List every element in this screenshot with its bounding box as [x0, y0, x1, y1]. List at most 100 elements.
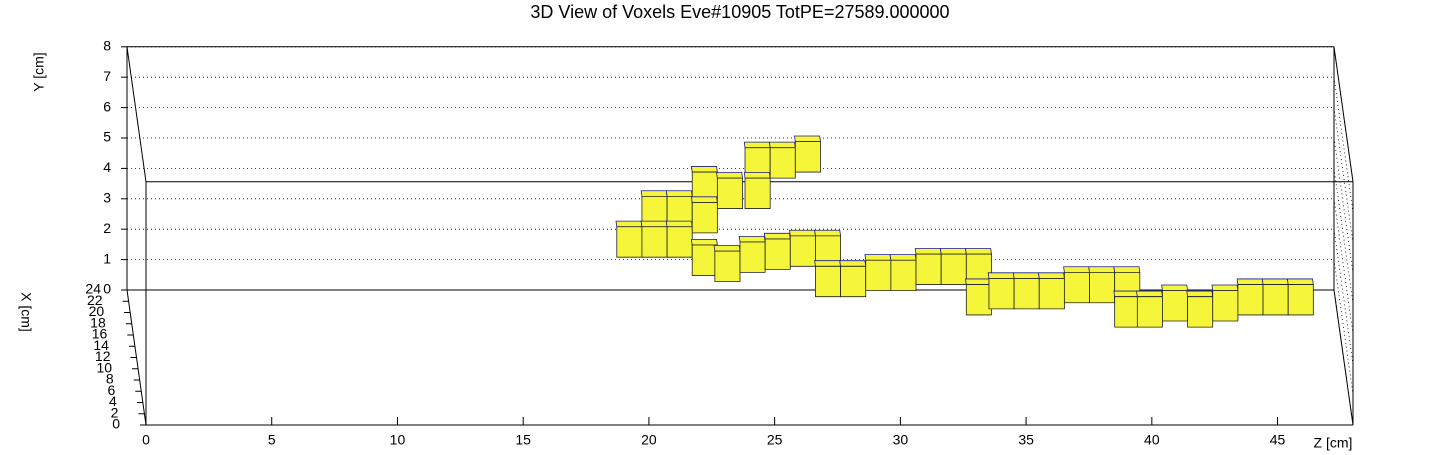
x-tick-label: 10	[97, 359, 113, 375]
voxel-top	[690, 238, 718, 246]
voxel-top	[1161, 284, 1189, 292]
grid-line	[1333, 259, 1354, 395]
voxel	[743, 172, 771, 209]
voxel	[690, 238, 718, 276]
z-axis-label: Z [cm]	[1314, 435, 1353, 451]
voxel	[1236, 278, 1264, 316]
voxel	[763, 232, 791, 270]
voxel-top	[713, 245, 741, 252]
voxel-top	[1113, 266, 1141, 273]
voxel-top	[1186, 290, 1214, 298]
z-tick-label: 0	[142, 432, 150, 448]
voxel-front	[1038, 278, 1065, 310]
voxel	[1161, 284, 1189, 322]
voxel-top	[738, 235, 766, 243]
voxel	[1136, 290, 1163, 328]
voxel-top	[1113, 290, 1141, 298]
voxel-front	[988, 278, 1015, 310]
voxel-top	[1236, 278, 1264, 285]
z-tick-label: 5	[268, 432, 276, 448]
voxel-top	[1211, 284, 1239, 292]
voxel-front	[915, 253, 942, 285]
voxel-top	[690, 166, 718, 173]
voxel-front	[1162, 290, 1188, 322]
voxel	[1113, 290, 1141, 328]
voxel-top	[1286, 278, 1314, 285]
voxel	[665, 220, 693, 258]
voxel	[965, 278, 992, 316]
grid-line	[1333, 168, 1354, 304]
x-tick-label: 12	[95, 348, 111, 364]
grid-line	[1333, 107, 1354, 243]
voxel-front	[1187, 296, 1214, 328]
voxel-top	[814, 229, 842, 237]
voxel-top	[690, 196, 718, 203]
z-tick-label: 25	[767, 432, 783, 448]
y-tick-label: 5	[103, 129, 111, 145]
frame-edge	[1333, 289, 1354, 426]
voxel-front	[789, 235, 816, 267]
voxel-top	[794, 135, 821, 143]
z-tick-label: 35	[1018, 432, 1034, 448]
voxel-front	[1212, 290, 1239, 322]
z-tick-label: 30	[893, 432, 909, 448]
voxel	[794, 135, 821, 173]
voxel-front	[1063, 271, 1090, 304]
x-tick-label: 6	[107, 382, 115, 398]
voxel-front	[714, 250, 741, 282]
voxel-top	[1088, 266, 1116, 273]
y-tick-label: 0	[103, 281, 111, 297]
voxel	[814, 260, 842, 298]
voxel-front	[1262, 284, 1289, 316]
voxel-top	[789, 229, 816, 237]
y-tick-label: 1	[103, 250, 111, 266]
y-tick-label: 3	[103, 190, 111, 206]
voxel-top	[640, 220, 668, 228]
voxel-top	[814, 260, 842, 267]
grid-line	[1333, 77, 1354, 213]
y-tick-label: 2	[103, 220, 111, 236]
grid-line	[1333, 137, 1354, 274]
grid-line	[1333, 198, 1354, 334]
voxel-top	[839, 260, 867, 267]
voxel	[1186, 290, 1214, 328]
voxel-top	[1136, 290, 1163, 298]
voxel-front	[616, 226, 643, 258]
voxel	[615, 220, 643, 258]
voxel-top	[716, 172, 743, 179]
voxel-top	[1261, 278, 1289, 285]
voxel-front	[744, 177, 771, 209]
voxel	[965, 248, 992, 285]
z-tick-label: 40	[1144, 432, 1160, 448]
voxel	[768, 141, 796, 179]
x-tick-label: 18	[90, 314, 106, 330]
voxel-front	[1136, 296, 1163, 328]
frame-edge	[1333, 46, 1354, 182]
voxel	[1211, 284, 1239, 322]
voxel-top	[889, 254, 917, 261]
voxel	[789, 229, 816, 267]
voxel	[690, 166, 718, 203]
voxel-front	[666, 226, 693, 258]
voxel-front	[641, 226, 668, 258]
voxel-top	[1012, 272, 1040, 279]
voxel-top	[640, 190, 668, 197]
voxel	[1037, 272, 1065, 310]
voxel	[716, 172, 743, 209]
x-tick-label: 0	[112, 416, 120, 432]
voxel	[743, 141, 771, 179]
x-tick-label: 20	[89, 303, 105, 319]
voxel-front	[815, 265, 841, 298]
voxel-top	[743, 141, 771, 149]
voxel	[839, 260, 867, 298]
x-tick-label: 8	[106, 371, 114, 387]
x-tick-label: 2	[111, 404, 119, 420]
x-tick-label: 22	[87, 292, 103, 308]
voxel	[1088, 266, 1116, 304]
voxel-front	[739, 241, 766, 273]
voxel-front	[865, 259, 892, 292]
voxel-top	[1037, 272, 1065, 279]
voxel	[1286, 278, 1314, 316]
voxel	[1012, 272, 1040, 310]
